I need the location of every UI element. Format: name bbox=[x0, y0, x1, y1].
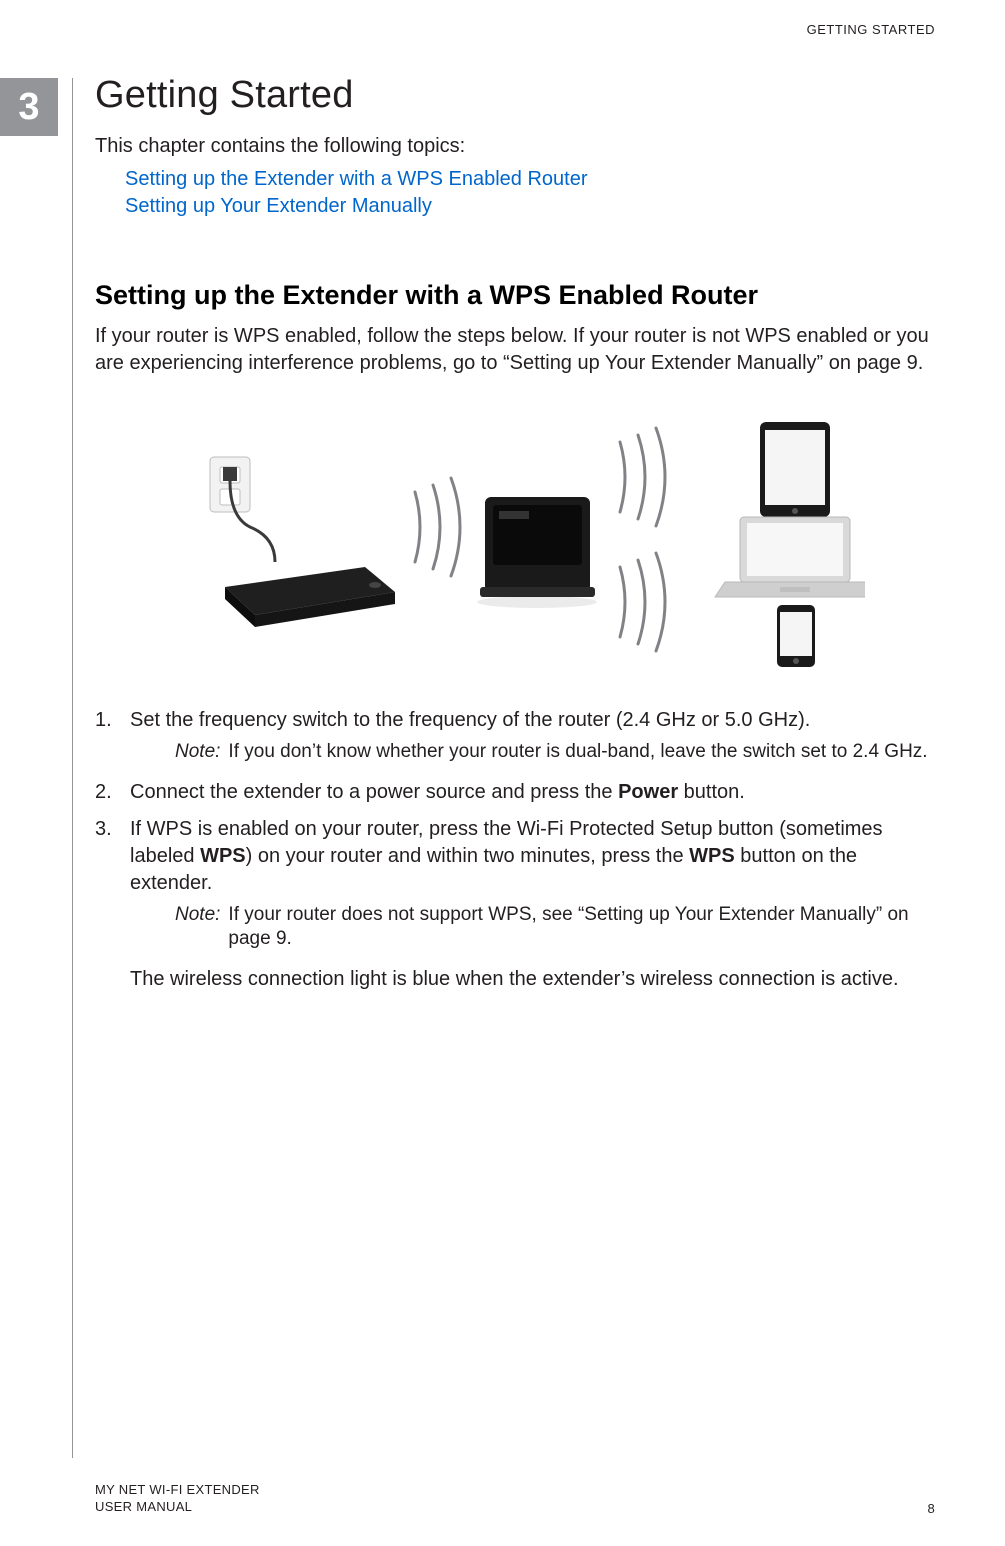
step-3-text-b: ) on your router and within two minutes,… bbox=[246, 845, 690, 867]
footer-product: MY NET WI-FI EXTENDER bbox=[95, 1482, 260, 1499]
step-1-text: Set the frequency switch to the frequenc… bbox=[130, 709, 810, 731]
step-1: Set the frequency switch to the frequenc… bbox=[95, 707, 935, 765]
steps-list: Set the frequency switch to the frequenc… bbox=[95, 707, 935, 952]
toc-link-manual[interactable]: Setting up Your Extender Manually bbox=[125, 193, 935, 220]
step-3-bold-2: WPS bbox=[689, 845, 735, 867]
page-content: Getting Started This chapter contains th… bbox=[95, 74, 935, 993]
note-2-text: If your router does not support WPS, see… bbox=[228, 903, 935, 952]
step-2-text-a: Connect the extender to a power source a… bbox=[130, 781, 618, 803]
step-2: Connect the extender to a power source a… bbox=[95, 779, 935, 806]
network-diagram bbox=[165, 417, 865, 667]
diagram-svg bbox=[165, 417, 865, 667]
step-3-bold-1: WPS bbox=[200, 845, 246, 867]
step-2-bold: Power bbox=[618, 781, 678, 803]
footer-page-number: 8 bbox=[927, 1501, 935, 1516]
page-footer: MY NET WI-FI EXTENDER USER MANUAL 8 bbox=[95, 1482, 935, 1516]
vertical-rule bbox=[72, 78, 73, 1458]
note-1-text: If you don’t know whether your router is… bbox=[228, 740, 935, 765]
step-3: If WPS is enabled on your router, press … bbox=[95, 816, 935, 952]
chapter-intro: This chapter contains the following topi… bbox=[95, 135, 935, 158]
note-1: Note: If you don’t know whether your rou… bbox=[175, 740, 935, 765]
final-paragraph: The wireless connection light is blue wh… bbox=[130, 966, 935, 993]
running-head: GETTING STARTED bbox=[807, 22, 935, 37]
chapter-toc: Setting up the Extender with a WPS Enabl… bbox=[125, 166, 935, 220]
chapter-number-tab: 3 bbox=[0, 78, 58, 136]
section-intro-para: If your router is WPS enabled, follow th… bbox=[95, 323, 935, 377]
note-2-label: Note: bbox=[175, 903, 220, 952]
step-2-text-b: button. bbox=[678, 781, 745, 803]
toc-link-wps[interactable]: Setting up the Extender with a WPS Enabl… bbox=[125, 166, 935, 193]
note-1-label: Note: bbox=[175, 740, 220, 765]
footer-doc-type: USER MANUAL bbox=[95, 1499, 260, 1516]
note-2: Note: If your router does not support WP… bbox=[175, 903, 935, 952]
section-heading: Setting up the Extender with a WPS Enabl… bbox=[95, 280, 935, 311]
chapter-title: Getting Started bbox=[95, 74, 935, 117]
footer-left: MY NET WI-FI EXTENDER USER MANUAL bbox=[95, 1482, 260, 1516]
